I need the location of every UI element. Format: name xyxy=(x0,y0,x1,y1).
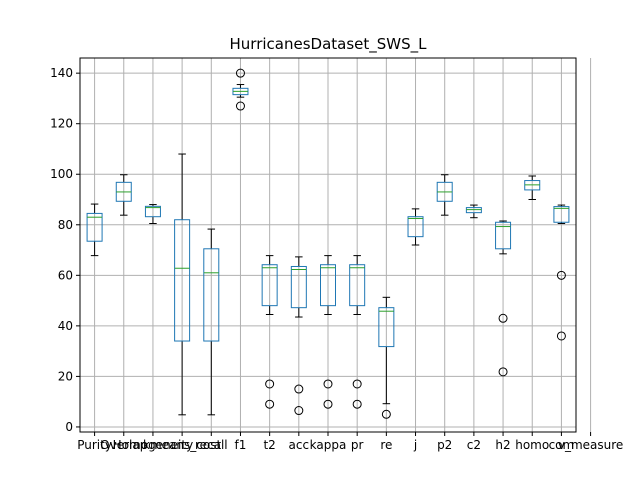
box-iqr xyxy=(174,219,191,342)
y-tick-label: 140 xyxy=(50,66,73,80)
outlier-point xyxy=(323,379,333,389)
box-group xyxy=(115,174,132,216)
box-iqr xyxy=(465,207,482,214)
y-tick-label: 20 xyxy=(58,369,73,383)
x-tick-label: Homogeneity xyxy=(113,438,194,452)
outlier-point xyxy=(235,68,245,78)
outlier-point xyxy=(381,409,391,419)
box-group xyxy=(349,255,366,409)
x-tick-label: c2 xyxy=(467,438,481,452)
outlier-point xyxy=(498,313,508,323)
box-group xyxy=(320,255,336,409)
outlier-point xyxy=(294,384,304,394)
x-tick-label: t2 xyxy=(263,438,275,452)
box-iqr xyxy=(495,221,512,250)
x-tick-label: pr xyxy=(351,438,364,452)
y-tick-label: 100 xyxy=(50,167,73,181)
x-tick-label: v_measure xyxy=(558,438,623,452)
box-group xyxy=(378,296,395,419)
x-tick-label: recall xyxy=(195,438,228,452)
x-tick-label: p2 xyxy=(437,438,452,452)
box-group xyxy=(465,204,482,219)
x-tick-label: h2 xyxy=(495,438,510,452)
grid-layer xyxy=(80,58,592,432)
y-axis: 0 20 40 60 80 100 120 140 xyxy=(50,66,80,434)
box-group xyxy=(144,204,161,225)
outlier-point xyxy=(323,399,333,409)
outlier-point xyxy=(265,399,275,409)
x-tick-label: com xyxy=(549,438,575,452)
box-iqr xyxy=(144,205,161,218)
box-group xyxy=(524,175,541,201)
y-tick-label: 0 xyxy=(65,420,73,434)
box-group xyxy=(261,255,278,409)
y-tick-label: 60 xyxy=(58,268,73,282)
x-tick-label: homo xyxy=(515,438,549,452)
box-group xyxy=(553,204,570,341)
outlier-point xyxy=(352,399,362,409)
outlier-point xyxy=(556,270,566,280)
x-axis: PurityOverlapHomogeneitykmeans_costrecal… xyxy=(77,432,623,452)
box-iqr xyxy=(553,206,570,223)
box-iqr xyxy=(290,265,307,309)
x-tick-label: Overlap xyxy=(100,438,147,452)
box-iqr xyxy=(203,248,220,342)
x-tick-label: kappa xyxy=(310,438,347,452)
outlier-point xyxy=(235,101,245,111)
outlier-point xyxy=(352,379,362,389)
box-group xyxy=(407,208,424,246)
y-tick-label: 40 xyxy=(58,319,73,333)
box-iqr xyxy=(261,264,278,307)
x-tick-label: j xyxy=(413,438,417,452)
x-tick-label: re xyxy=(380,438,392,452)
box-iqr xyxy=(378,307,395,348)
box-iqr xyxy=(349,264,366,307)
box-group xyxy=(495,220,512,377)
box-group xyxy=(86,203,103,257)
outlier-point xyxy=(498,367,508,377)
chart-title: HurricanesDataset_SWS_L xyxy=(230,35,428,54)
box-iqr xyxy=(320,264,336,307)
box-iqr xyxy=(407,216,424,238)
box-iqr xyxy=(86,212,103,242)
outlier-point xyxy=(556,331,566,341)
x-tick-label: f1 xyxy=(235,438,247,452)
box-group xyxy=(203,228,220,416)
box-group xyxy=(232,68,249,111)
x-tick-label: acc xyxy=(289,438,310,452)
box-group xyxy=(174,153,191,416)
box-group xyxy=(290,256,307,416)
y-tick-label: 80 xyxy=(58,218,73,232)
outlier-point xyxy=(265,379,275,389)
x-tick-label: kmeans_cost xyxy=(143,438,221,452)
outlier-point xyxy=(294,406,304,416)
y-tick-label: 120 xyxy=(50,117,73,131)
x-tick-label: Purity xyxy=(77,438,112,452)
box-group xyxy=(436,174,453,216)
boxes-layer xyxy=(86,68,570,419)
